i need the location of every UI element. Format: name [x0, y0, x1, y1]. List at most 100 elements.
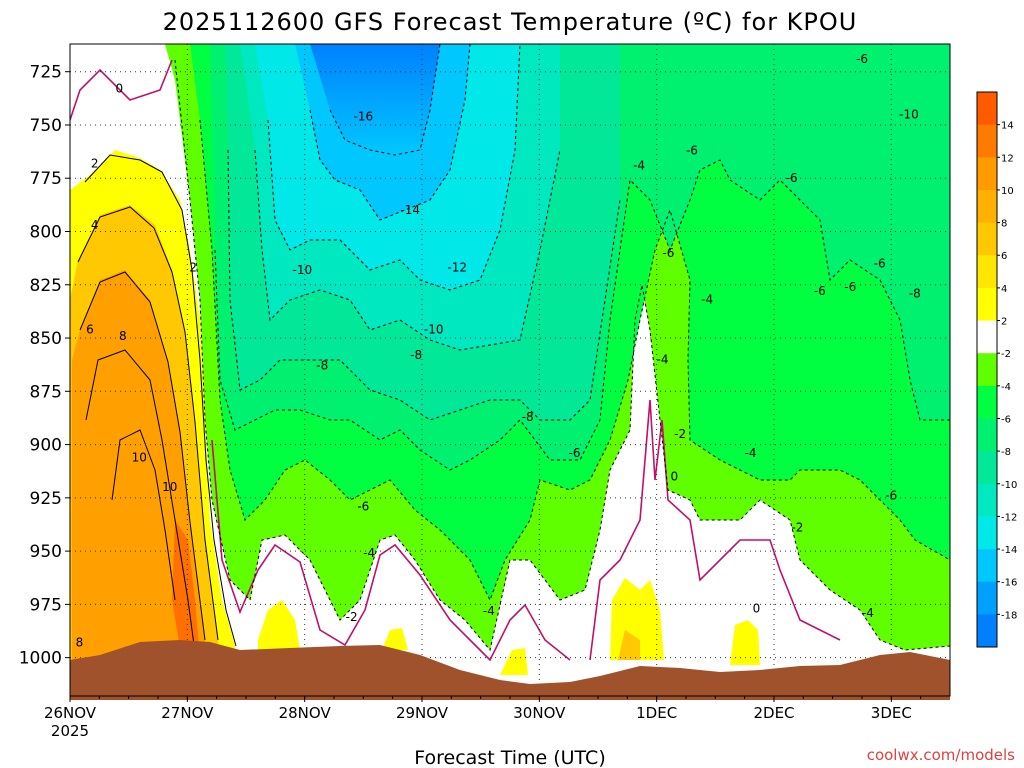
- contour-label: -6: [856, 52, 868, 66]
- surface-warm-pocket-3: [500, 648, 528, 675]
- contour-6c: [79, 271, 206, 641]
- colorbar-swatch: [977, 353, 997, 387]
- colorbar-label: 14: [1001, 121, 1014, 132]
- contour-minus-16c: [329, 44, 441, 156]
- contour-8c: [85, 349, 197, 661]
- contour-label: -6: [874, 256, 886, 270]
- colorbar-swatch: [977, 385, 997, 419]
- contour-label: -8: [909, 286, 921, 300]
- colorbar-swatch: [977, 320, 997, 354]
- colorbar-swatch: [977, 92, 997, 126]
- colorbar-label: -2: [1001, 349, 1011, 360]
- colorbar-label: -16: [1001, 578, 1017, 589]
- x-tick-label: 2DEC: [753, 704, 794, 722]
- y-tick-label: 725: [30, 63, 62, 83]
- surface-warm-pocket-2: [382, 628, 408, 650]
- contour-label: -8: [410, 348, 422, 362]
- y-tick-label: 875: [30, 382, 62, 402]
- y-tick-label: 1000: [19, 649, 62, 669]
- colorbar-swatch: [977, 287, 997, 322]
- contour-4c: [77, 206, 219, 641]
- contour-minus-8c: [227, 149, 621, 421]
- y-tick-label: 750: [30, 116, 62, 136]
- contour-minus-2c: [174, 59, 950, 652]
- colorbar-swatch: [977, 516, 997, 550]
- x-tick-label: 29NOV: [396, 704, 449, 722]
- y-tick-label: 900: [30, 436, 62, 456]
- colorbar-frame: [976, 91, 998, 648]
- contour-label: -2: [346, 610, 358, 624]
- x-tick-label: 30NOV: [513, 704, 566, 722]
- contour-minus-12c: [267, 44, 521, 291]
- colorbar-label: -12: [1001, 512, 1017, 523]
- contour-2c: [84, 154, 237, 647]
- colorbar-label: -8: [1001, 447, 1011, 458]
- x-axis-title: Forecast Time (UTC): [414, 747, 605, 768]
- contour-label: -10: [899, 107, 919, 121]
- contour-label: -4: [483, 604, 495, 618]
- x-tick-label: 1DEC: [636, 704, 677, 722]
- contour-0c-dec: [589, 399, 841, 661]
- colorbar-label: -10: [1001, 480, 1017, 491]
- colorbar-swatch: [977, 614, 997, 648]
- colorbar-label: 4: [1001, 284, 1007, 295]
- contour-label: -8: [522, 410, 534, 424]
- colorbar-label: -6: [1001, 414, 1011, 425]
- chart-title: 2025112600 GFS Forecast Temperature (ºC)…: [163, 8, 858, 36]
- contour-label: -6: [814, 284, 826, 298]
- contour-label: -6: [686, 144, 698, 158]
- surface-warm-pocket-1: [258, 600, 300, 650]
- contour-label: -6: [885, 489, 897, 503]
- contour-label: -10: [293, 263, 313, 277]
- contour-label: 0: [753, 602, 761, 616]
- colorbar-swatch: [977, 157, 997, 191]
- contour-0c-surface: [211, 439, 571, 662]
- contour-label: -4: [363, 546, 375, 560]
- colorbar-swatch: [977, 549, 997, 583]
- contour-label: -2: [791, 521, 803, 535]
- colorbar-swatch: [977, 189, 997, 224]
- contour-label: -4: [745, 446, 757, 460]
- y-tick-label: 975: [30, 595, 62, 615]
- x-tick-label: 3DEC: [871, 704, 912, 722]
- colorbar-swatch: [977, 222, 997, 256]
- contour-label: -4: [701, 293, 713, 307]
- contour-label: -10: [424, 323, 444, 337]
- contour-0c: [70, 59, 173, 121]
- colorbar-swatch: [977, 255, 997, 289]
- terrain: [70, 640, 950, 700]
- colorbar-swatch: [977, 483, 997, 517]
- contour-label: 6: [86, 323, 94, 337]
- contour-label: 10: [132, 450, 147, 464]
- y-tick-label: 800: [30, 223, 62, 243]
- colorbar-label: -4: [1001, 382, 1011, 393]
- colorbar-swatch: [977, 124, 997, 158]
- contour-label: -4: [657, 352, 669, 366]
- contour-minus-4c: [199, 119, 950, 602]
- contour-label: -6: [844, 280, 856, 294]
- contour-label: -8: [316, 359, 328, 373]
- contour-label: 2: [91, 156, 99, 170]
- colorbar-label: 10: [1001, 186, 1014, 197]
- contour-label: -6: [662, 246, 674, 260]
- colorbar-label: -14: [1001, 545, 1017, 556]
- colorbar-label: 12: [1001, 153, 1014, 164]
- contour-label: 10: [162, 480, 177, 494]
- contour-10c: [111, 429, 176, 601]
- y-tick-label: 825: [30, 276, 62, 296]
- contour-label: 8: [76, 636, 84, 650]
- x-tick-label: 27NOV: [161, 704, 214, 722]
- colorbar-swatch: [977, 581, 997, 615]
- colorbar-swatch: [977, 451, 997, 485]
- colorbar: 14 12 10 8 6 4 2 -2 -4 -6 -8 -10 -12 -14 -16 -18: [976, 91, 1017, 648]
- credit-link[interactable]: coolwx.com/models: [867, 746, 1015, 764]
- contour-label: -12: [447, 261, 467, 275]
- contour-label: -4: [633, 158, 645, 172]
- x-axis: 26NOV 27NOV 28NOV 29NOV 30NOV 1DEC 2DEC 3DEC 202…: [44, 696, 922, 740]
- y-tick-label: 925: [30, 489, 62, 509]
- contour-label: 0: [670, 470, 678, 484]
- y-tick-label: 850: [30, 329, 62, 349]
- contour-label: 4: [91, 218, 99, 232]
- contour-label: -6: [569, 446, 581, 460]
- plot-area: [70, 44, 950, 696]
